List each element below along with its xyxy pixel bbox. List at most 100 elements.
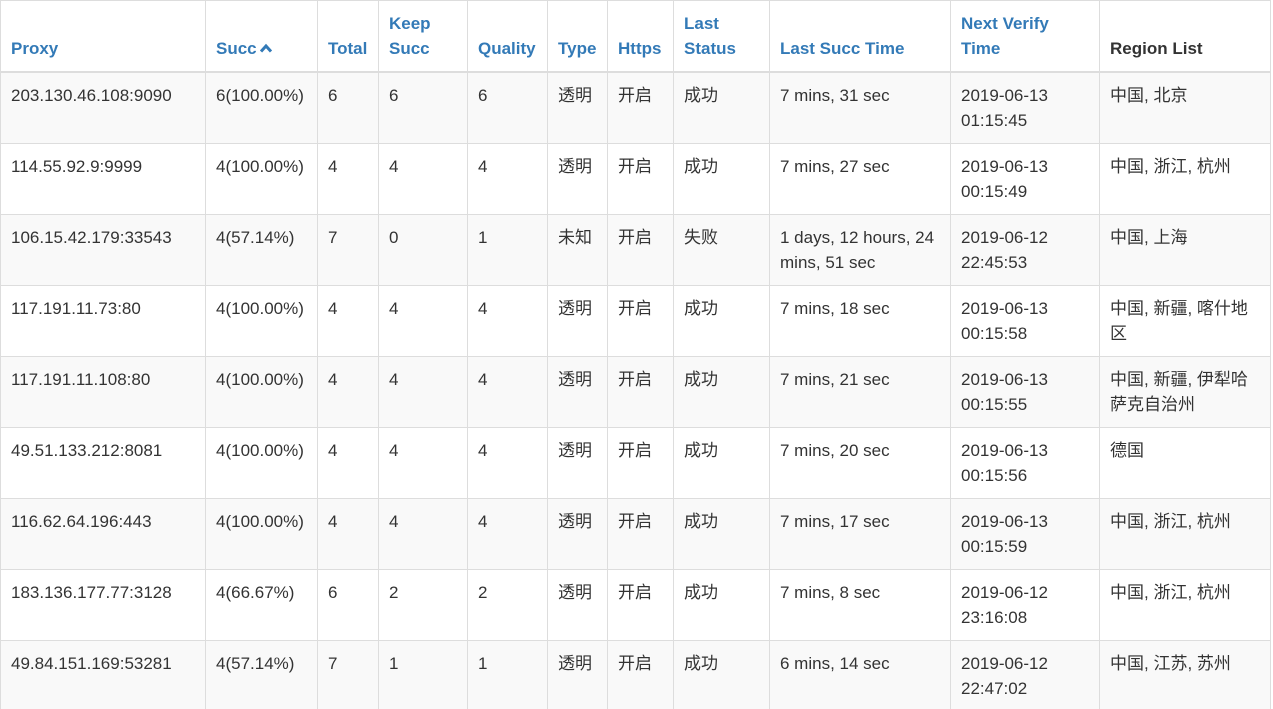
table-header: Proxy Succ Total Keep Succ Quality Type … <box>0 0 1271 73</box>
cell-last-succ-time: 7 mins, 31 sec <box>769 71 951 144</box>
table-row: 183.136.177.77:3128 4(66.67%) 6 2 2 透明 开… <box>0 569 1271 641</box>
cell-region: 中国, 浙江, 杭州 <box>1099 143 1271 215</box>
cell-succ: 4(100.00%) <box>205 285 318 357</box>
cell-type: 透明 <box>547 427 608 499</box>
cell-succ: 4(100.00%) <box>205 143 318 215</box>
cell-type: 透明 <box>547 71 608 144</box>
cell-type: 透明 <box>547 356 608 428</box>
table-row: 49.84.151.169:53281 4(57.14%) 7 1 1 透明 开… <box>0 640 1271 709</box>
cell-total: 4 <box>317 498 379 570</box>
cell-region: 中国, 江苏, 苏州 <box>1099 640 1271 709</box>
cell-next-verify-time: 2019-06-13 00:15:55 <box>950 356 1100 428</box>
cell-keep-succ: 1 <box>378 640 468 709</box>
cell-region: 德国 <box>1099 427 1271 499</box>
cell-type: 透明 <box>547 285 608 357</box>
table-row: 116.62.64.196:443 4(100.00%) 4 4 4 透明 开启… <box>0 498 1271 570</box>
column-header-https[interactable]: Https <box>607 0 674 73</box>
column-header-last-succ-time[interactable]: Last Succ Time <box>769 0 951 73</box>
column-header-next-verify-time[interactable]: Next Verify Time <box>950 0 1100 73</box>
table-row: 203.130.46.108:9090 6(100.00%) 6 6 6 透明 … <box>0 71 1271 144</box>
cell-keep-succ: 4 <box>378 143 468 215</box>
cell-succ: 4(100.00%) <box>205 498 318 570</box>
sort-link-proxy[interactable]: Proxy <box>11 39 59 58</box>
table-body: 203.130.46.108:9090 6(100.00%) 6 6 6 透明 … <box>0 71 1271 709</box>
sort-link-succ[interactable]: Succ <box>216 39 272 58</box>
sort-link-keep-succ[interactable]: Keep Succ <box>389 14 431 58</box>
cell-type: 透明 <box>547 498 608 570</box>
cell-proxy: 117.191.11.108:80 <box>0 356 206 428</box>
chevron-up-icon <box>259 43 272 53</box>
cell-last-status: 成功 <box>673 427 770 499</box>
column-header-last-status[interactable]: Last Status <box>673 0 770 73</box>
cell-next-verify-time: 2019-06-13 00:15:49 <box>950 143 1100 215</box>
cell-keep-succ: 4 <box>378 427 468 499</box>
cell-quality: 4 <box>467 498 548 570</box>
column-header-total[interactable]: Total <box>317 0 379 73</box>
cell-region: 中国, 北京 <box>1099 71 1271 144</box>
cell-https: 开启 <box>607 498 674 570</box>
cell-last-succ-time: 7 mins, 27 sec <box>769 143 951 215</box>
cell-proxy: 117.191.11.73:80 <box>0 285 206 357</box>
cell-keep-succ: 4 <box>378 356 468 428</box>
cell-https: 开启 <box>607 71 674 144</box>
cell-proxy: 49.84.151.169:53281 <box>0 640 206 709</box>
cell-region: 中国, 新疆, 伊犁哈萨克自治州 <box>1099 356 1271 428</box>
cell-keep-succ: 4 <box>378 498 468 570</box>
cell-last-succ-time: 6 mins, 14 sec <box>769 640 951 709</box>
table-row: 117.191.11.108:80 4(100.00%) 4 4 4 透明 开启… <box>0 356 1271 428</box>
sort-link-https[interactable]: Https <box>618 39 662 58</box>
cell-last-succ-time: 7 mins, 17 sec <box>769 498 951 570</box>
cell-last-status: 成功 <box>673 569 770 641</box>
cell-proxy: 114.55.92.9:9999 <box>0 143 206 215</box>
table-row: 106.15.42.179:33543 4(57.14%) 7 0 1 未知 开… <box>0 214 1271 286</box>
cell-quality: 6 <box>467 71 548 144</box>
sort-link-next-verify-time[interactable]: Next Verify Time <box>961 14 1049 58</box>
cell-total: 6 <box>317 71 379 144</box>
cell-quality: 4 <box>467 427 548 499</box>
cell-proxy: 203.130.46.108:9090 <box>0 71 206 144</box>
cell-https: 开启 <box>607 427 674 499</box>
cell-https: 开启 <box>607 569 674 641</box>
cell-keep-succ: 6 <box>378 71 468 144</box>
sort-link-quality[interactable]: Quality <box>478 39 536 58</box>
cell-quality: 4 <box>467 143 548 215</box>
table-row: 117.191.11.73:80 4(100.00%) 4 4 4 透明 开启 … <box>0 285 1271 357</box>
sort-link-type[interactable]: Type <box>558 39 597 58</box>
cell-quality: 4 <box>467 356 548 428</box>
column-header-succ[interactable]: Succ <box>205 0 318 73</box>
cell-keep-succ: 0 <box>378 214 468 286</box>
cell-type: 透明 <box>547 143 608 215</box>
cell-total: 4 <box>317 427 379 499</box>
cell-succ: 4(100.00%) <box>205 356 318 428</box>
cell-last-succ-time: 1 days, 12 hours, 24 mins, 51 sec <box>769 214 951 286</box>
table-row: 114.55.92.9:9999 4(100.00%) 4 4 4 透明 开启 … <box>0 143 1271 215</box>
cell-last-status: 成功 <box>673 640 770 709</box>
sort-link-total[interactable]: Total <box>328 39 368 58</box>
cell-keep-succ: 2 <box>378 569 468 641</box>
sort-link-succ-label: Succ <box>216 39 257 58</box>
cell-next-verify-time: 2019-06-13 00:15:56 <box>950 427 1100 499</box>
cell-last-succ-time: 7 mins, 20 sec <box>769 427 951 499</box>
cell-total: 6 <box>317 569 379 641</box>
column-header-proxy[interactable]: Proxy <box>0 0 206 73</box>
cell-next-verify-time: 2019-06-13 00:15:58 <box>950 285 1100 357</box>
cell-quality: 1 <box>467 640 548 709</box>
cell-last-succ-time: 7 mins, 18 sec <box>769 285 951 357</box>
column-header-quality[interactable]: Quality <box>467 0 548 73</box>
cell-next-verify-time: 2019-06-12 22:47:02 <box>950 640 1100 709</box>
cell-total: 4 <box>317 285 379 357</box>
column-header-keep-succ[interactable]: Keep Succ <box>378 0 468 73</box>
cell-total: 4 <box>317 356 379 428</box>
cell-proxy: 49.51.133.212:8081 <box>0 427 206 499</box>
cell-next-verify-time: 2019-06-13 01:15:45 <box>950 71 1100 144</box>
cell-proxy: 183.136.177.77:3128 <box>0 569 206 641</box>
cell-region: 中国, 浙江, 杭州 <box>1099 498 1271 570</box>
column-header-type[interactable]: Type <box>547 0 608 73</box>
sort-link-last-succ-time[interactable]: Last Succ Time <box>780 39 905 58</box>
sort-link-last-status[interactable]: Last Status <box>684 14 736 58</box>
cell-succ: 4(57.14%) <box>205 640 318 709</box>
cell-last-succ-time: 7 mins, 8 sec <box>769 569 951 641</box>
cell-region: 中国, 浙江, 杭州 <box>1099 569 1271 641</box>
cell-keep-succ: 4 <box>378 285 468 357</box>
cell-type: 未知 <box>547 214 608 286</box>
